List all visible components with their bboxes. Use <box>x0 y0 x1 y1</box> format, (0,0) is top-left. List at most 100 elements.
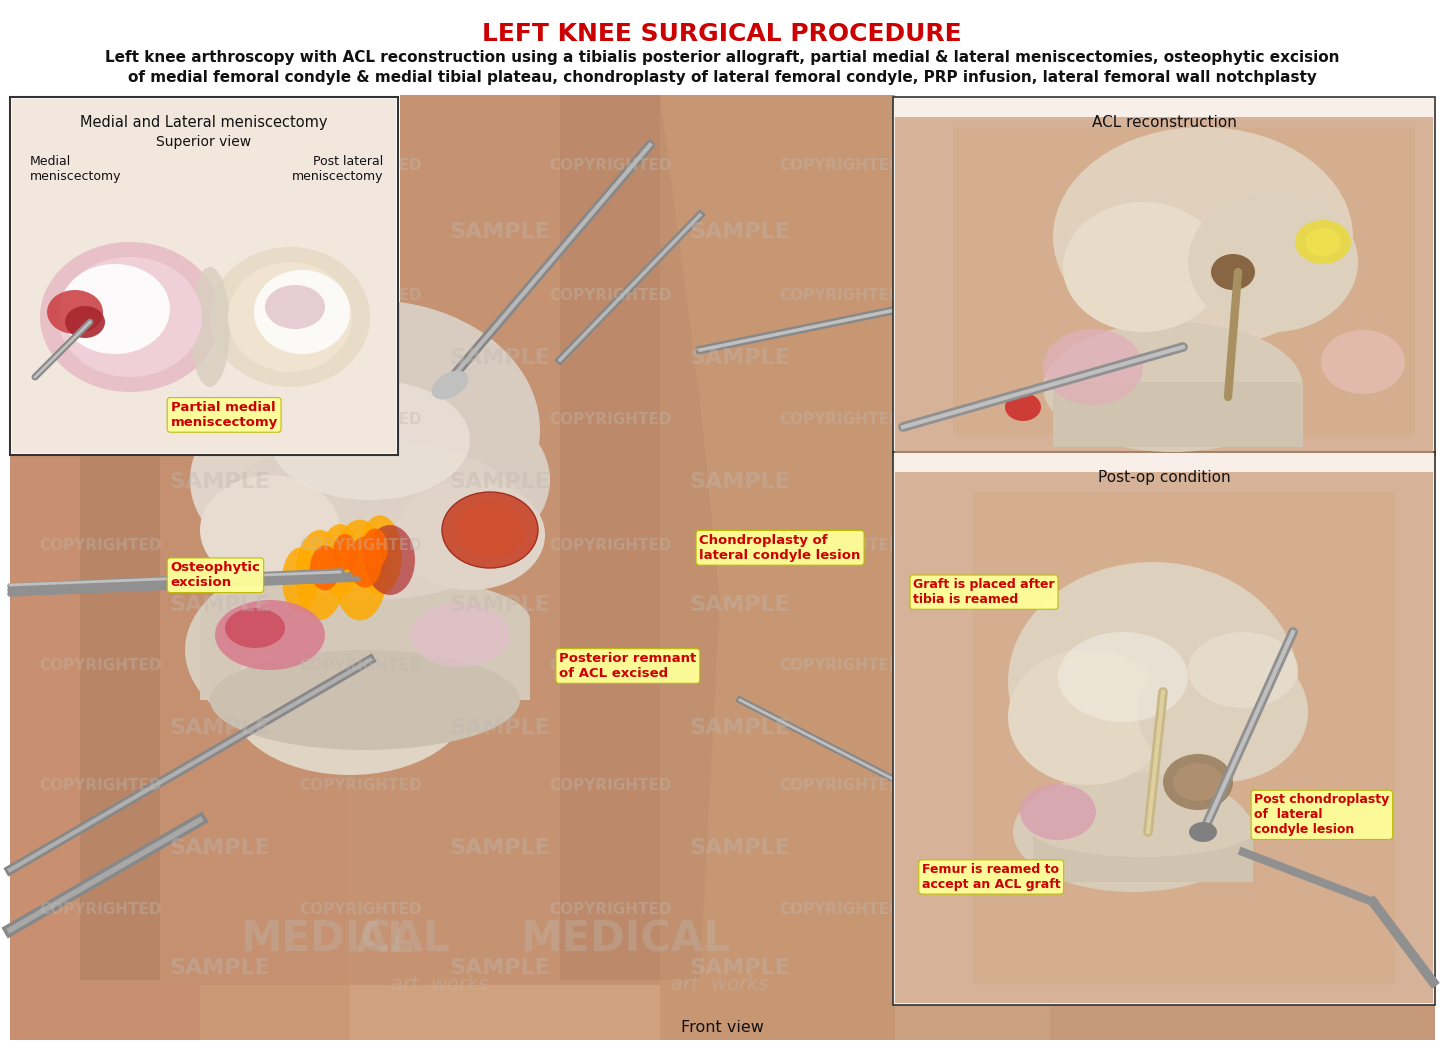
Text: art  works: art works <box>392 976 488 995</box>
Ellipse shape <box>199 300 540 560</box>
Text: COPYRIGHTED: COPYRIGHTED <box>779 537 902 553</box>
Text: COPYRIGHTED: COPYRIGHTED <box>549 288 672 303</box>
Text: SAMPLE: SAMPLE <box>169 595 270 615</box>
Bar <box>10 95 1435 1040</box>
Text: COPYRIGHTED: COPYRIGHTED <box>779 657 902 672</box>
Text: COPYRIGHTED: COPYRIGHTED <box>39 778 162 792</box>
Ellipse shape <box>1009 649 1168 785</box>
Text: Left knee arthroscopy with ACL reconstruction using a tibialis posterior allogra: Left knee arthroscopy with ACL reconstru… <box>104 50 1340 65</box>
Bar <box>10 95 880 1040</box>
Ellipse shape <box>455 502 525 558</box>
Text: COPYRIGHTED: COPYRIGHTED <box>549 157 672 173</box>
Text: SAMPLE: SAMPLE <box>449 595 551 615</box>
Ellipse shape <box>199 575 530 665</box>
Text: COPYRIGHTED: COPYRIGHTED <box>779 413 902 427</box>
Text: Chondroplasty of
lateral condyle lesion: Chondroplasty of lateral condyle lesion <box>699 534 861 562</box>
Text: art  works: art works <box>672 976 769 995</box>
Bar <box>10 95 400 450</box>
Text: SAMPLE: SAMPLE <box>689 958 790 978</box>
Bar <box>199 95 699 1040</box>
Text: Post lateral
meniscectomy: Post lateral meniscectomy <box>292 155 383 183</box>
Text: SAMPLE: SAMPLE <box>169 348 270 368</box>
Text: COPYRIGHTED: COPYRIGHTED <box>779 778 902 792</box>
Ellipse shape <box>189 400 370 560</box>
Bar <box>660 95 894 1040</box>
Text: COPYRIGHTED: COPYRIGHTED <box>549 778 672 792</box>
Polygon shape <box>561 95 720 980</box>
Text: COPYRIGHTED: COPYRIGHTED <box>39 537 162 553</box>
Text: SAMPLE: SAMPLE <box>169 718 270 738</box>
Text: Post chondroplasty
of  lateral
condyle lesion: Post chondroplasty of lateral condyle le… <box>1254 793 1390 837</box>
Ellipse shape <box>210 440 530 600</box>
Text: SAMPLE: SAMPLE <box>449 718 551 738</box>
Ellipse shape <box>410 603 510 667</box>
Ellipse shape <box>1058 632 1188 722</box>
Text: Medial and Lateral meniscectomy: Medial and Lateral meniscectomy <box>81 115 328 130</box>
Text: SAMPLE: SAMPLE <box>689 595 790 615</box>
Ellipse shape <box>210 650 520 750</box>
Text: COPYRIGHTED: COPYRIGHTED <box>779 288 902 303</box>
Bar <box>972 492 1394 985</box>
Ellipse shape <box>1064 202 1222 332</box>
Ellipse shape <box>1305 228 1341 256</box>
Text: COPYRIGHTED: COPYRIGHTED <box>299 778 422 792</box>
Bar <box>894 95 1435 450</box>
Bar <box>1053 382 1303 447</box>
Ellipse shape <box>230 625 470 775</box>
Bar <box>350 95 1051 1040</box>
Text: Posterior remnant
of ACL excised: Posterior remnant of ACL excised <box>559 652 696 680</box>
Bar <box>660 95 894 1040</box>
Text: SAMPLE: SAMPLE <box>449 958 551 978</box>
Bar <box>894 472 1433 1003</box>
Text: COPYRIGHTED: COPYRIGHTED <box>299 157 422 173</box>
Ellipse shape <box>370 405 551 555</box>
Bar <box>894 117 1433 453</box>
Text: COPYRIGHTED: COPYRIGHTED <box>549 657 672 672</box>
Ellipse shape <box>40 242 220 392</box>
Ellipse shape <box>295 530 345 620</box>
Text: Post-op condition: Post-op condition <box>1098 469 1230 485</box>
Ellipse shape <box>228 262 353 372</box>
Ellipse shape <box>319 524 360 596</box>
Ellipse shape <box>61 264 171 354</box>
Bar <box>199 620 530 701</box>
Ellipse shape <box>1043 329 1143 405</box>
Text: COPYRIGHTED: COPYRIGHTED <box>299 537 422 553</box>
Text: COPYRIGHTED: COPYRIGHTED <box>299 413 422 427</box>
Ellipse shape <box>225 608 285 648</box>
Polygon shape <box>79 95 160 980</box>
Text: SAMPLE: SAMPLE <box>169 958 270 978</box>
Text: Graft is placed after
tibia is reamed: Graft is placed after tibia is reamed <box>913 578 1055 607</box>
Ellipse shape <box>264 285 325 329</box>
Ellipse shape <box>185 550 514 750</box>
Text: COPYRIGHTED: COPYRIGHTED <box>779 157 902 173</box>
Ellipse shape <box>332 520 389 620</box>
Ellipse shape <box>58 257 202 377</box>
Ellipse shape <box>332 534 357 570</box>
Ellipse shape <box>442 492 538 568</box>
Ellipse shape <box>282 548 318 612</box>
Ellipse shape <box>1139 642 1308 782</box>
Bar <box>894 95 1435 450</box>
Text: Superior view: Superior view <box>156 135 251 149</box>
Text: SAMPLE: SAMPLE <box>689 838 790 858</box>
Ellipse shape <box>1006 394 1040 421</box>
Text: SAMPLE: SAMPLE <box>169 222 270 242</box>
Bar <box>894 450 1435 1005</box>
Bar <box>954 127 1415 435</box>
Text: COPYRIGHTED: COPYRIGHTED <box>549 537 672 553</box>
Bar <box>12 99 396 453</box>
Text: SAMPLE: SAMPLE <box>449 222 551 242</box>
Ellipse shape <box>65 306 105 338</box>
Text: SAMPLE: SAMPLE <box>169 472 270 492</box>
Ellipse shape <box>1189 822 1217 842</box>
Ellipse shape <box>1163 754 1233 810</box>
Text: COPYRIGHTED: COPYRIGHTED <box>39 413 162 427</box>
Text: COPYRIGHTED: COPYRIGHTED <box>299 657 422 672</box>
Bar <box>893 97 1435 455</box>
Ellipse shape <box>1295 220 1351 264</box>
Ellipse shape <box>210 247 370 387</box>
Text: COPYRIGHTED: COPYRIGHTED <box>549 902 672 918</box>
Ellipse shape <box>1027 797 1259 857</box>
Ellipse shape <box>311 545 340 591</box>
